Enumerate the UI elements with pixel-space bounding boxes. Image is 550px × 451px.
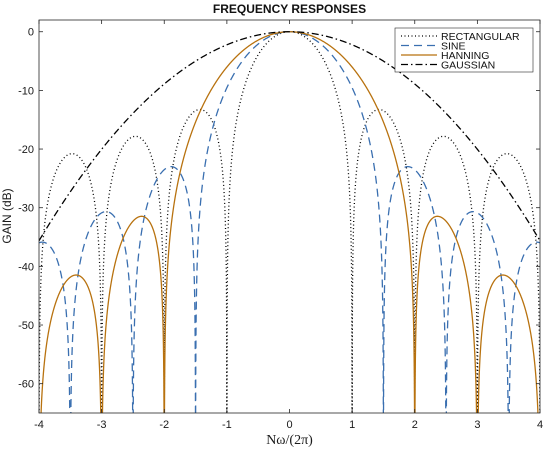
- y-tick-label: -60: [18, 379, 34, 391]
- y-tick-label: 0: [28, 27, 34, 39]
- y-tick-label: -50: [18, 320, 34, 332]
- x-tick-label: 1: [349, 419, 355, 431]
- series-group: [39, 31, 540, 413]
- legend-label-hanning: HANNING: [441, 50, 489, 62]
- x-tick-label: 4: [537, 419, 543, 431]
- legend: RECTANGULAR SINE HANNING GAUSSIAN: [394, 27, 534, 73]
- x-axis-ticks: -4 -3 -2 -1 0 1 2 3 4: [34, 20, 543, 431]
- legend-label-rectangular: RECTANGULAR: [441, 31, 520, 43]
- y-tick-label: -30: [18, 203, 34, 215]
- y-axis-title: GAIN (dB): [0, 188, 14, 243]
- y-axis-ticks: 0 -10 -20 -30 -40 -50 -60: [18, 27, 540, 391]
- y-tick-label: -20: [18, 144, 34, 156]
- y-tick-label: -40: [18, 261, 34, 273]
- x-tick-label: -2: [159, 419, 169, 431]
- x-tick-label: -1: [222, 419, 232, 431]
- y-tick-label: -10: [18, 85, 34, 97]
- series-line-gaussian: [39, 31, 540, 242]
- x-tick-label: 0: [286, 419, 292, 431]
- x-tick-label: -4: [34, 419, 44, 431]
- x-tick-label: 3: [474, 419, 480, 431]
- legend-label-sine: SINE: [441, 41, 466, 53]
- x-axis-title: Nω/(2π): [266, 433, 313, 448]
- legend-label-gaussian: GAUSSIAN: [441, 60, 495, 72]
- plot-area: [39, 20, 540, 413]
- x-tick-label: -3: [97, 419, 107, 431]
- x-tick-label: 2: [412, 419, 418, 431]
- chart-title: FREQUENCY RESPONSES: [213, 2, 366, 16]
